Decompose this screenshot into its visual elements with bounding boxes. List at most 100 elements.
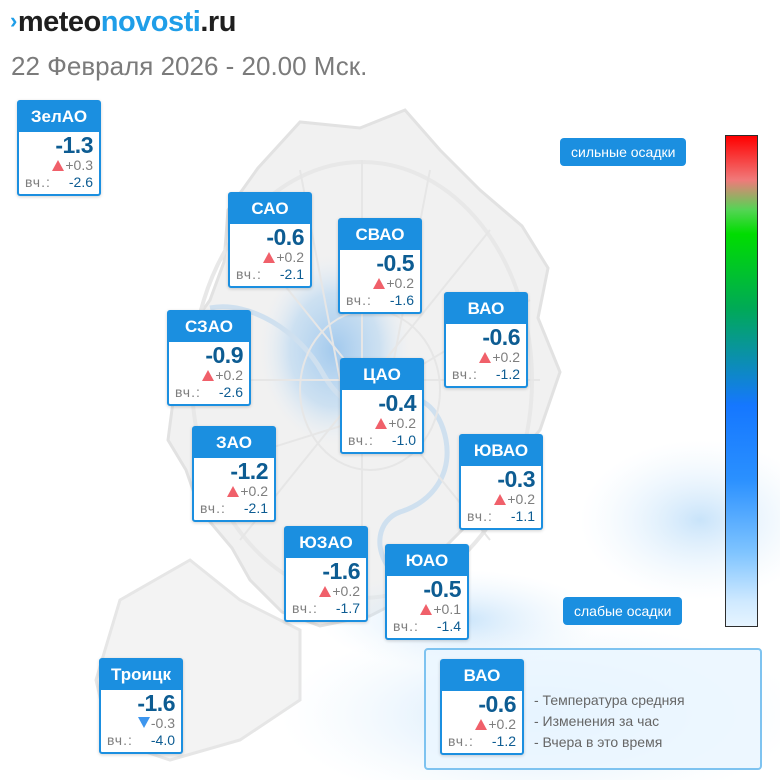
district-name: ЗелАО: [19, 102, 99, 132]
yesterday-row: вч.: -1.1: [467, 508, 535, 524]
yesterday-row: вч.: -1.6: [346, 292, 414, 308]
district-card-troitsk[interactable]: Троицк -1.6 -0.3 вч.: -4.0: [99, 658, 183, 754]
temperature-value: -0.5: [376, 250, 414, 276]
temperature-value: -1.6: [322, 558, 360, 584]
yesterday-label: вч.:: [175, 384, 201, 400]
trend-up-icon: [319, 586, 332, 597]
hourly-change-value: +0.2: [488, 716, 516, 732]
yesterday-label: вч.:: [452, 366, 478, 382]
temperature-value: -1.3: [55, 132, 93, 158]
yesterday-label: вч.:: [200, 500, 226, 516]
trend-up-icon: [227, 486, 240, 497]
logo-word-novosti: novosti: [100, 6, 201, 38]
trend-up-icon: [420, 604, 433, 615]
hourly-change-value: +0.2: [215, 367, 243, 383]
district-card-tsao[interactable]: ЦАО -0.4 +0.2 вч.: -1.0: [340, 358, 424, 454]
trend-up-icon: [202, 370, 215, 381]
temperature-value: -0.6: [478, 691, 516, 717]
district-card-svao[interactable]: СВАО -0.5 +0.2 вч.: -1.6: [338, 218, 422, 314]
hourly-change-value: +0.1: [433, 601, 461, 617]
district-name: СЗАО: [169, 312, 249, 342]
district-name: ЮЗАО: [286, 528, 366, 558]
hourly-change: +0.2: [263, 249, 304, 265]
hourly-change: +0.2: [319, 583, 360, 599]
hourly-change: +0.2: [373, 275, 414, 291]
precipitation-scale-bar: [725, 135, 758, 627]
trend-up-icon: [52, 160, 65, 171]
yesterday-label: вч.:: [236, 266, 262, 282]
yesterday-label: вч.:: [292, 600, 318, 616]
hourly-change: +0.2: [475, 716, 516, 732]
temperature-value: -0.6: [482, 324, 520, 350]
hourly-change: +0.1: [420, 601, 461, 617]
logo-domain: .ru: [200, 6, 236, 38]
yesterday-row: вч.: -2.1: [200, 500, 268, 516]
hourly-change-value: +0.2: [388, 415, 416, 431]
yesterday-value: -2.6: [218, 384, 243, 400]
temperature-value: -0.3: [497, 466, 535, 492]
yesterday-row: вч.: -1.7: [292, 600, 360, 616]
yesterday-label: вч.:: [25, 174, 51, 190]
trend-up-icon: [263, 252, 276, 263]
hourly-change-value: +0.2: [386, 275, 414, 291]
yesterday-value: -1.6: [389, 292, 414, 308]
yesterday-row: вч.: -2.6: [175, 384, 243, 400]
legend-heavy-precipitation: сильные осадки: [560, 138, 687, 166]
district-card-zao[interactable]: ЗАО -1.2 +0.2 вч.: -2.1: [192, 426, 276, 522]
logo-arrow-icon: ›: [10, 8, 17, 33]
hourly-change: +0.2: [375, 415, 416, 431]
district-name: ЦАО: [342, 360, 422, 390]
yesterday-row: вч.: -1.2: [452, 366, 520, 382]
district-card-szao[interactable]: СЗАО -0.9 +0.2 вч.: -2.6: [167, 310, 251, 406]
yesterday-value: -4.0: [150, 732, 175, 748]
temperature-value: -0.9: [205, 342, 243, 368]
yesterday-row: вч.: -1.4: [393, 618, 461, 634]
yesterday-value: -1.4: [436, 618, 461, 634]
district-card-yuao[interactable]: ЮАО -0.5 +0.1 вч.: -1.4: [385, 544, 469, 640]
temperature-value: -1.6: [137, 690, 175, 716]
legend-line-hourly-change: - Изменения за час: [534, 713, 660, 729]
hourly-change: -0.3: [137, 715, 175, 731]
hourly-change-value: +0.2: [240, 483, 268, 499]
hourly-change-value: +0.2: [276, 249, 304, 265]
hourly-change: +0.2: [202, 367, 243, 383]
yesterday-value: -1.7: [335, 600, 360, 616]
hourly-change-value: +0.2: [332, 583, 360, 599]
yesterday-row: вч.: -1.2: [448, 733, 516, 749]
site-logo[interactable]: ›meteonovosti.ru: [10, 6, 236, 39]
temperature-value: -1.2: [230, 458, 268, 484]
district-name: СВАО: [340, 220, 420, 250]
yesterday-row: вч.: -4.0: [107, 732, 175, 748]
district-card-yuzao[interactable]: ЮЗАО -1.6 +0.2 вч.: -1.7: [284, 526, 368, 622]
yesterday-row: вч.: -1.0: [348, 432, 416, 448]
yesterday-label: вч.:: [448, 733, 474, 749]
hourly-change-value: +0.3: [65, 157, 93, 173]
district-card-yuvao[interactable]: ЮВАО -0.3 +0.2 вч.: -1.1: [459, 434, 543, 530]
yesterday-label: вч.:: [467, 508, 493, 524]
yesterday-label: вч.:: [346, 292, 372, 308]
hourly-change: +0.2: [227, 483, 268, 499]
legend-example-card: ВАО -0.6 +0.2 вч.: -1.2: [440, 659, 524, 755]
district-name: ВАО: [442, 661, 522, 691]
district-name: Троицк: [101, 660, 181, 690]
district-name: САО: [230, 194, 310, 224]
trend-up-icon: [494, 494, 507, 505]
logo-word-meteo: meteo: [17, 6, 101, 38]
yesterday-value: -1.2: [491, 733, 516, 749]
trend-down-icon: [137, 717, 150, 728]
district-card-vao[interactable]: ВАО -0.6 +0.2 вч.: -1.2: [444, 292, 528, 388]
yesterday-value: -1.1: [510, 508, 535, 524]
legend-explanations: - Температура средняя - Изменения за час…: [534, 690, 685, 753]
yesterday-row: вч.: -2.1: [236, 266, 304, 282]
trend-up-icon: [373, 278, 386, 289]
district-name: ВАО: [446, 294, 526, 324]
district-name: ЮАО: [387, 546, 467, 576]
temperature-value: -0.6: [266, 224, 304, 250]
hourly-change: +0.2: [479, 349, 520, 365]
yesterday-row: вч.: -2.6: [25, 174, 93, 190]
legend-line-yesterday: - Вчера в это время: [534, 734, 663, 750]
yesterday-label: вч.:: [393, 618, 419, 634]
hourly-change-value: +0.2: [507, 491, 535, 507]
district-card-sao[interactable]: САО -0.6 +0.2 вч.: -2.1: [228, 192, 312, 288]
district-card-zelao[interactable]: ЗелАО -1.3 +0.3 вч.: -2.6: [17, 100, 101, 196]
